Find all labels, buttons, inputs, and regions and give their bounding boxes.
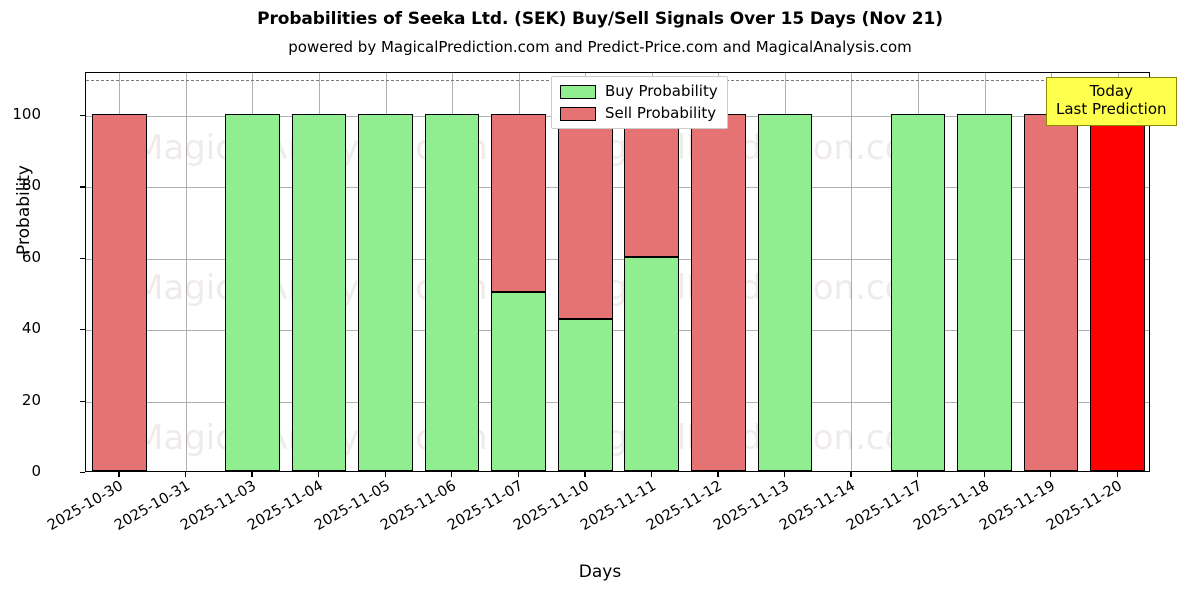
bar-group[interactable] [557, 73, 613, 471]
x-axis-label: Days [578, 562, 622, 582]
x-tick-mark [783, 472, 786, 477]
bar-segment-buy[interactable] [557, 319, 613, 471]
y-tick-label: 0 [31, 462, 41, 480]
bar-group[interactable] [957, 73, 1012, 471]
y-tick-mark [80, 186, 85, 188]
bar-segment-buy[interactable] [890, 113, 946, 471]
legend-swatch-icon [560, 84, 596, 99]
x-tick-mark [1116, 472, 1119, 477]
bar-group[interactable] [358, 73, 413, 471]
x-tick-mark [384, 472, 386, 477]
bar-segment-buy[interactable] [491, 292, 546, 471]
y-tick-mark [80, 257, 85, 259]
x-tick-mark [717, 472, 719, 477]
bar-segment-sell[interactable] [1023, 113, 1079, 471]
legend-label: Sell Probability [605, 104, 717, 122]
bar-segment-buy[interactable] [757, 113, 813, 471]
bar-group[interactable] [624, 73, 680, 471]
bar-segment-sell[interactable] [491, 113, 546, 293]
x-gridline [851, 73, 853, 471]
watermark: MagicalPrediction.com [556, 418, 939, 458]
bar-group[interactable] [225, 73, 280, 471]
watermark: MagicalPrediction.com [556, 128, 939, 168]
bar-group[interactable] [424, 73, 480, 471]
bar-group[interactable] [757, 73, 813, 471]
x-tick-mark [118, 472, 120, 477]
bar-segment-sell[interactable] [624, 113, 680, 258]
y-tick-mark [80, 114, 85, 117]
x-tick-mark [1050, 472, 1052, 477]
y-tick-label: 60 [21, 247, 41, 266]
x-tick-mark [983, 472, 985, 477]
bar-group[interactable] [91, 73, 147, 471]
y-tick-label: 20 [21, 390, 41, 409]
x-tick-mark [317, 472, 320, 477]
bar-segment-buy[interactable] [358, 113, 413, 471]
bar-segment-buy[interactable] [225, 113, 280, 471]
y-gridline [86, 330, 1149, 332]
today-annotation-line2: Last Prediction [1056, 100, 1167, 119]
y-axis-label: Probability [14, 165, 34, 255]
chart-legend: Buy Probability Sell Probability [551, 76, 728, 129]
y-tick-label: 100 [12, 104, 41, 123]
x-tick-mark [184, 472, 187, 477]
x-tick-mark [650, 472, 653, 477]
legend-item[interactable]: Sell Probability [560, 105, 718, 122]
y-tick-mark [80, 472, 85, 474]
bar-segment-buy[interactable] [957, 113, 1012, 471]
bar-segment-buy[interactable] [291, 113, 347, 471]
legend-label: Buy Probability [605, 82, 718, 100]
x-tick-mark [451, 472, 453, 477]
watermark: MagicalPrediction.com [556, 268, 939, 308]
legend-swatch-icon [560, 106, 596, 121]
y-tick-label: 80 [21, 176, 41, 195]
y-gridline [86, 187, 1149, 189]
y-tick-mark [80, 400, 85, 402]
y-tick-mark [80, 329, 85, 331]
bar-group[interactable] [691, 73, 746, 471]
x-tick-mark [850, 472, 852, 477]
bar-group[interactable] [1023, 73, 1079, 471]
x-tick-mark [917, 472, 919, 477]
bar-segment-sell[interactable] [91, 113, 147, 471]
today-annotation: Today Last Prediction [1046, 77, 1177, 126]
chart-subtitle: powered by MagicalPrediction.com and Pre… [288, 38, 912, 56]
bar-segment-buy[interactable] [624, 257, 680, 471]
x-tick-mark [584, 472, 586, 477]
bar-group[interactable] [890, 73, 946, 471]
bar-segment-today[interactable] [1090, 113, 1145, 471]
bar-segment-buy[interactable] [424, 113, 480, 471]
bar-group[interactable] [1090, 73, 1145, 471]
x-tick-mark [517, 472, 519, 477]
legend-item[interactable]: Buy Probability [560, 83, 718, 100]
plot-area: MagicalAnalysis.comMagicalPrediction.com… [85, 72, 1150, 472]
chart-title: Probabilities of Seeka Ltd. (SEK) Buy/Se… [257, 9, 943, 29]
bar-segment-sell[interactable] [557, 113, 613, 320]
x-tick-mark [251, 472, 253, 477]
x-gridline [185, 73, 187, 471]
bar-group[interactable] [491, 73, 546, 471]
bar-group[interactable] [291, 73, 347, 471]
bar-segment-sell[interactable] [691, 113, 746, 471]
y-gridline [86, 401, 1149, 403]
y-gridline [86, 258, 1149, 260]
today-annotation-line1: Today [1089, 82, 1133, 100]
y-tick-label: 40 [21, 319, 41, 338]
